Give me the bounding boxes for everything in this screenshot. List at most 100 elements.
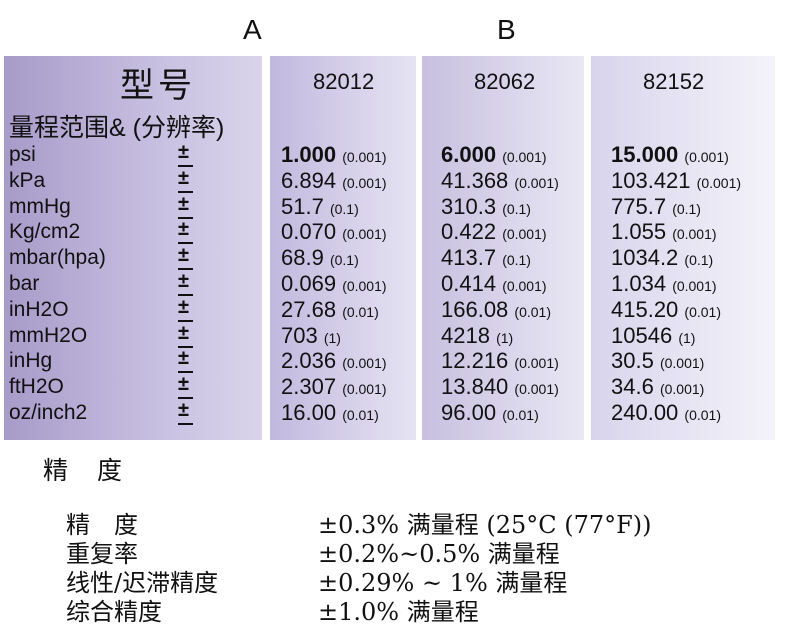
range-max: 68.9 [281,245,324,271]
unit-label: mmHg [9,194,71,218]
accuracy-label: 精 度 [66,511,138,539]
table-row: bar ±0.069 (0.001) 0.414 (0.001) 1.034 (0.0… [0,270,790,298]
range-value: 0.422 (0.001) [441,219,547,245]
range-value: 27.68 (0.01) [281,297,379,323]
resolution: (0.001) [342,381,387,398]
accuracy-section-title: 精 度 [43,456,125,485]
range-max: 1.055 [611,219,667,245]
resolution: (0.1) [329,200,359,217]
range-max: 41.368 [441,167,509,193]
plus-minus-underline [178,165,193,167]
resolution: (0.001) [342,226,387,243]
plus-minus-symbol: ± [178,347,189,370]
resolution: (0.01) [342,303,379,320]
range-value: 413.7 (0.1) [441,245,531,271]
resolution: (0.1) [502,252,531,269]
model-number-3: 82152 [643,69,705,94]
range-value: 30.5 (0.001) [611,348,704,374]
plus-minus-underline [178,371,193,374]
range-resolution-heading: 量程范围& (分辨率) [9,114,225,142]
resolution: (1) [496,329,514,346]
range-value: 34.6 (0.001) [611,374,704,400]
plus-minus-underline [178,294,193,296]
resolution: (0.01) [514,303,551,320]
model-82062-panel [422,56,584,440]
accuracy-value: ±0.2%~0.5% 满量程 [318,540,560,568]
range-max: 51.7 [281,193,324,219]
table-row: mbar(hpa) ±68.9 (0.1) 413.7 (0.1) 1034.2 (0… [0,244,790,272]
plus-minus-symbol: ± [178,399,189,421]
unit-label: inH2O [9,297,69,321]
unit-label: inHg [9,349,53,373]
table-row: psi ±1.000 (0.001) 6.000 (0.001) 15.000 (0.… [0,141,790,169]
resolution: (0.001) [342,174,387,191]
accuracy-value: ±0.3% 满量程 (25°C (77°F)) [318,511,652,539]
range-max: 12.216 [441,348,509,374]
accuracy-value: ±0.29% ~ 1% 满量程 [318,569,568,597]
resolution: (0.001) [672,278,717,294]
range-value: 6.000 (0.001) [441,142,547,168]
range-max: 0.070 [281,219,337,245]
plus-minus-underline [178,190,193,193]
table-row: oz/inch2 ±16.00 (0.01) 96.00 (0.01) 240.00 … [0,399,790,427]
resolution: (1) [323,329,341,346]
plus-minus-underline [178,216,193,219]
range-max: 10546 [611,322,673,348]
model-heading: 型号 [120,66,196,106]
unit-label: mmH2O [9,323,88,347]
range-value: 0.069 (0.001) [281,271,387,297]
range-max: 103.421 [611,167,691,193]
range-value: 10546 (1) [611,323,695,349]
range-max: 15.000 [611,142,679,167]
model-number-1: 82012 [313,69,375,94]
label-column-panel [4,56,262,440]
range-max: 4218 [441,322,490,348]
plus-minus-symbol: ± [178,218,189,241]
resolution: (0.001) [514,381,559,398]
resolution: (0.001) [659,381,705,398]
range-max: 240.00 [611,400,679,425]
resolution: (0.001) [502,226,547,243]
range-value: 15.000 (0.001) [611,142,729,168]
column-b-label: B [497,14,516,45]
unit-label: Kg/cm2 [9,220,81,244]
table-row: kPa ±6.894 (0.001) 41.368 (0.001) 103.421 (… [0,167,790,195]
resolution: (0.001) [342,278,387,294]
unit-label: mbar(hpa) [9,246,106,270]
resolution: (0.1) [502,200,531,217]
unit-label: kPa [9,168,46,192]
range-max: 1.034 [611,271,667,296]
range-value: 166.08 (0.01) [441,297,551,323]
resolution: (0.001) [672,226,717,243]
range-value: 4218 (1) [441,323,513,349]
range-max: 1.000 [281,142,337,167]
plus-minus-underline [178,423,193,425]
range-max: 2.307 [281,374,337,400]
range-max: 34.6 [611,374,654,400]
range-max: 413.7 [441,245,497,271]
plus-minus-symbol: ± [178,270,189,292]
accuracy-label: 综合精度 [66,598,162,626]
range-value: 703 (1) [281,323,341,349]
plus-minus-underline [178,397,193,400]
plus-minus-underline [178,268,193,271]
range-value: 1.034 (0.001) [611,271,717,297]
plus-minus-underline [178,345,193,348]
model-82152-panel [591,56,775,440]
resolution: (0.001) [502,278,547,294]
range-value: 2.307 (0.001) [281,374,387,400]
table-row: ftH2O ±2.307 (0.001) 13.840 (0.001) 34.6 (0… [0,373,790,401]
unit-label: ftH2O [9,375,64,399]
resolution: (0.001) [696,174,742,191]
range-value: 16.00 (0.01) [281,400,379,426]
unit-label: bar [9,272,40,295]
range-value: 1.000 (0.001) [281,142,387,168]
resolution: (0.001) [659,355,705,372]
range-value: 1034.2 (0.1) [611,245,713,271]
plus-minus-symbol: ± [178,321,189,344]
range-value: 775.7 (0.1) [611,194,701,220]
resolution: (0.001) [684,149,729,165]
resolution: (1) [678,329,696,346]
range-value: 0.070 (0.001) [281,219,387,245]
range-value: 41.368 (0.001) [441,168,559,194]
